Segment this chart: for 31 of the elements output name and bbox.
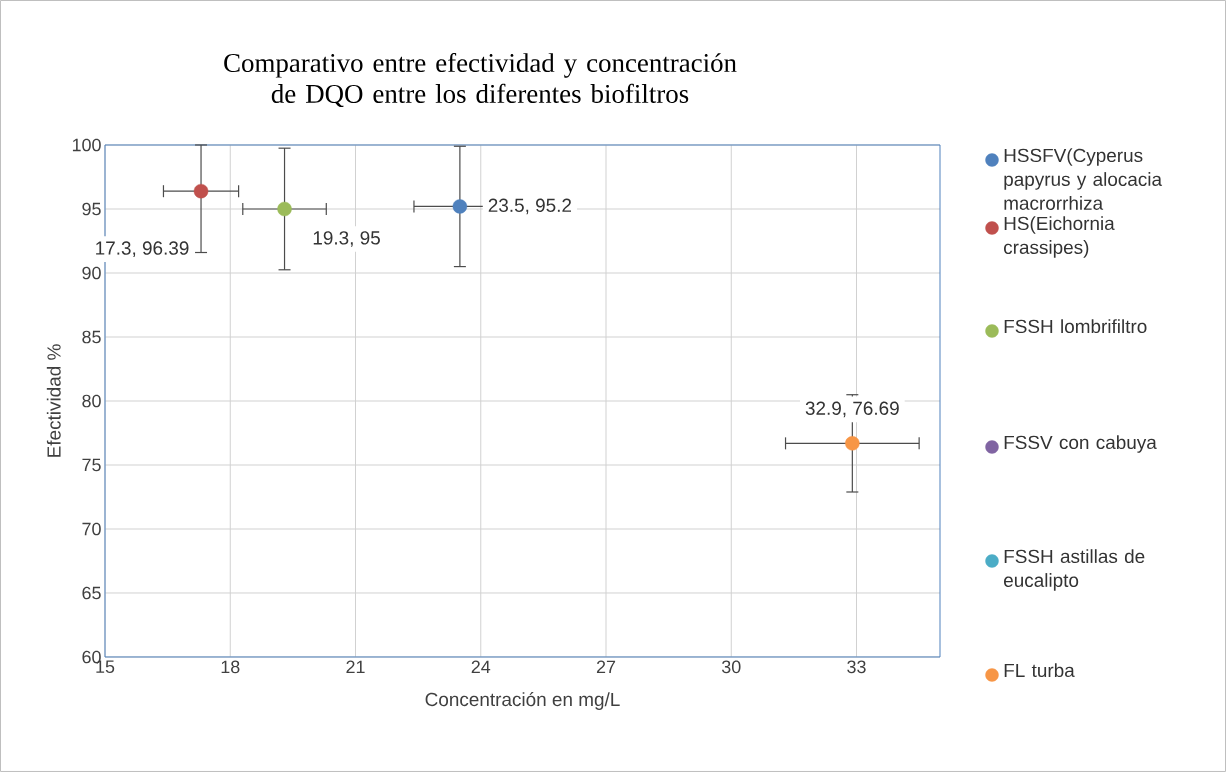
legend-label: HSSFV(Cyperus papyrus y alocacia macrorrhiza xyxy=(1004,148,1163,210)
data-label: 23.5, 95.2 xyxy=(488,198,572,215)
y-tick-label: 80 xyxy=(82,394,101,408)
x-tick-label: 27 xyxy=(596,660,616,674)
chart-title: Comparativo entre efectividad y concentración de DQO entre los diferentes biofiltros xyxy=(224,52,737,108)
y-tick-label: 90 xyxy=(82,266,101,280)
x-tick-label: 18 xyxy=(221,660,240,674)
y-tick-label: 75 xyxy=(82,458,101,472)
data-label: 19.3, 95 xyxy=(313,231,380,247)
legend-label: FSSH astillas de eucalipto xyxy=(1004,549,1145,591)
x-tick-label: 30 xyxy=(721,660,741,674)
y-tick-label: 70 xyxy=(82,522,101,536)
y-tick-label: 95 xyxy=(82,202,101,216)
y-tick-label: 85 xyxy=(82,330,101,344)
point xyxy=(193,183,209,199)
y-tick-label: 65 xyxy=(82,586,101,600)
y-tick-label: 100 xyxy=(72,138,101,152)
data-label: 17.3, 96.39 xyxy=(96,241,189,258)
point xyxy=(277,201,292,217)
point xyxy=(452,199,468,214)
legend-label: HS(Eichornia crassipes) xyxy=(1004,216,1115,258)
legend-label: FL turba xyxy=(1004,663,1075,678)
point xyxy=(845,436,860,451)
legend-label: FSSV con cabuya xyxy=(1004,435,1157,453)
legend-label: FSSH lombrifiltro xyxy=(1004,319,1147,334)
y-axis-title: Efectividad % xyxy=(46,344,61,457)
data-label: 32.9, 76.69 xyxy=(805,401,899,418)
x-tick-label: 33 xyxy=(847,660,866,674)
x-tick-label: 24 xyxy=(471,660,491,674)
x-axis-title: Concentración en mg/L xyxy=(425,692,620,710)
x-tick-label: 21 xyxy=(346,660,365,674)
